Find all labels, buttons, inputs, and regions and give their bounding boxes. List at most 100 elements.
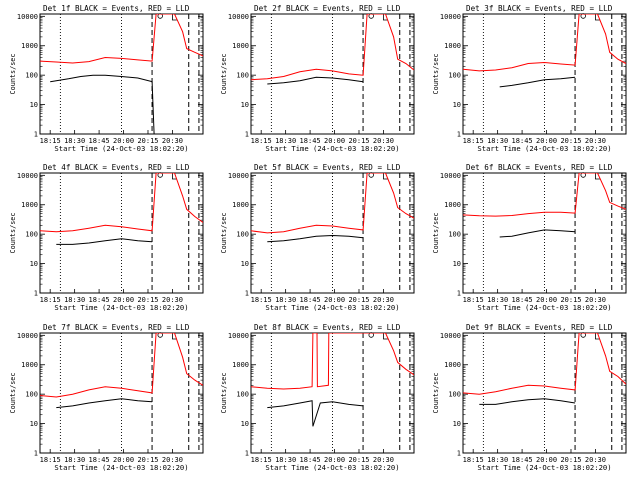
x-tick-label: 20:30 — [373, 456, 394, 464]
x-tick-label: 18:15 — [463, 137, 484, 145]
y-axis-label: Counts/sec — [220, 213, 228, 254]
x-tick-label: 18:15 — [463, 296, 484, 304]
x-tick-label: 18:30 — [64, 137, 85, 145]
panel-5f: Det 5f BLACK = Events, RED = LLD 1 10 100 10… — [220, 163, 415, 312]
y-axis-label: Counts/sec — [9, 54, 17, 95]
series-events-line — [267, 400, 364, 427]
y-tick-label: 1 — [34, 131, 38, 139]
x-tick-label: 18:15 — [40, 137, 61, 145]
y-axis-label: Counts/sec — [432, 213, 440, 254]
y-tick-label: 10 — [30, 101, 38, 109]
panel-title: Det 3f BLACK = Events, RED = LLD — [466, 4, 613, 13]
annotation-circle — [157, 332, 163, 338]
y-tick-label: 1 — [457, 290, 461, 298]
y-axis-label: Counts/sec — [220, 373, 228, 414]
annotation-circle — [157, 13, 163, 19]
series-events-line — [499, 76, 576, 88]
x-tick-label: 18:45 — [300, 137, 321, 145]
annotation-circle — [368, 332, 374, 338]
x-tick-label: 18:30 — [487, 456, 508, 464]
series-lld-line — [251, 333, 414, 390]
annotation-bracket — [172, 14, 177, 21]
y-tick-label: 10000 — [17, 332, 38, 340]
x-tick-label: 18:15 — [251, 296, 272, 304]
panel-title: Det 4f BLACK = Events, RED = LLD — [43, 163, 190, 172]
y-tick-label: 1000 — [232, 201, 249, 209]
x-tick-label: 18:30 — [64, 456, 85, 464]
y-tick-label: 1000 — [444, 201, 461, 209]
annotation-bracket — [595, 333, 600, 340]
y-tick-label: 1 — [457, 131, 461, 139]
y-tick-label: 1000 — [232, 42, 249, 50]
x-tick-label: 18:45 — [89, 137, 110, 145]
x-tick-label: 20:30 — [162, 456, 183, 464]
y-axis-label: Counts/sec — [9, 373, 17, 414]
x-tick-label: 20:30 — [162, 296, 183, 304]
panel-title: Det 5f BLACK = Events, RED = LLD — [254, 163, 401, 172]
y-tick-label: 10 — [30, 420, 38, 428]
y-tick-label: 10 — [241, 260, 249, 268]
x-tick-label: 20:00 — [324, 296, 345, 304]
x-tick-label: 20:00 — [536, 137, 557, 145]
y-axis-label: Counts/sec — [220, 54, 228, 95]
x-tick-label: 20:30 — [373, 296, 394, 304]
y-tick-label: 1000 — [21, 201, 38, 209]
annotation-bracket — [383, 173, 388, 180]
annotation-circle — [580, 13, 586, 19]
x-axis-label: Start Time (24-Oct-03 18:02:20) — [54, 463, 188, 472]
y-tick-label: 10000 — [440, 13, 461, 21]
x-tick-label: 20:15 — [137, 137, 158, 145]
x-tick-label: 20:15 — [560, 456, 581, 464]
y-tick-label: 100 — [448, 72, 461, 80]
x-tick-label: 18:45 — [512, 137, 533, 145]
x-axis-label: Start Time (24-Oct-03 18:02:20) — [265, 463, 399, 472]
y-tick-label: 100 — [448, 391, 461, 399]
x-tick-label: 18:45 — [89, 456, 110, 464]
panel-8f: Det 8f BLACK = Events, RED = LLD 1 10 100 10… — [220, 323, 415, 472]
y-tick-label: 10000 — [440, 172, 461, 180]
panel-6f: Det 6f BLACK = Events, RED = LLD 1 10 100 10… — [432, 163, 627, 312]
series-lld-line — [463, 173, 626, 217]
panel-title: Det 1f BLACK = Events, RED = LLD — [43, 4, 190, 13]
y-tick-label: 10 — [30, 260, 38, 268]
x-tick-label: 20:00 — [536, 456, 557, 464]
x-tick-label: 20:30 — [373, 137, 394, 145]
x-axis-label: Start Time (24-Oct-03 18:02:20) — [265, 144, 399, 153]
x-tick-label: 20:30 — [585, 296, 606, 304]
series-events-line — [50, 74, 155, 134]
x-tick-label: 18:30 — [487, 137, 508, 145]
x-tick-label: 20:15 — [560, 137, 581, 145]
y-tick-label: 10 — [241, 101, 249, 109]
annotation-bracket — [172, 173, 177, 180]
panel-9f: Det 9f BLACK = Events, RED = LLD 1 10 100 10… — [432, 323, 627, 472]
y-tick-label: 1000 — [21, 42, 38, 50]
x-tick-label: 20:15 — [348, 456, 369, 464]
y-tick-label: 10 — [453, 260, 461, 268]
annotation-circle — [580, 172, 586, 178]
panel-7f: Det 7f BLACK = Events, RED = LLD 1 10 100 10… — [9, 323, 204, 472]
y-tick-label: 100 — [236, 391, 249, 399]
annotation-circle — [368, 172, 374, 178]
annotation-bracket — [383, 14, 388, 21]
panel-title: Det 2f BLACK = Events, RED = LLD — [254, 4, 401, 13]
y-tick-label: 100 — [25, 391, 38, 399]
y-tick-label: 100 — [236, 72, 249, 80]
x-tick-label: 18:45 — [512, 456, 533, 464]
annotation-circle — [368, 13, 374, 19]
series-lld-line — [40, 333, 203, 398]
y-tick-label: 1 — [245, 290, 249, 298]
y-tick-label: 1 — [245, 450, 249, 458]
annotation-bracket — [595, 14, 600, 21]
series-events-line — [267, 76, 364, 85]
series-lld-line — [251, 173, 414, 234]
x-axis-label: Start Time (24-Oct-03 18:02:20) — [477, 463, 611, 472]
x-tick-label: 18:30 — [275, 456, 296, 464]
y-tick-label: 1000 — [444, 361, 461, 369]
y-tick-label: 1 — [34, 450, 38, 458]
series-events-line — [267, 234, 364, 243]
panel-1f: Det 1f BLACK = Events, RED = LLD 1 10 100 10… — [9, 4, 204, 153]
y-tick-label: 1000 — [444, 42, 461, 50]
x-tick-label: 18:30 — [275, 137, 296, 145]
x-tick-label: 18:15 — [251, 456, 272, 464]
